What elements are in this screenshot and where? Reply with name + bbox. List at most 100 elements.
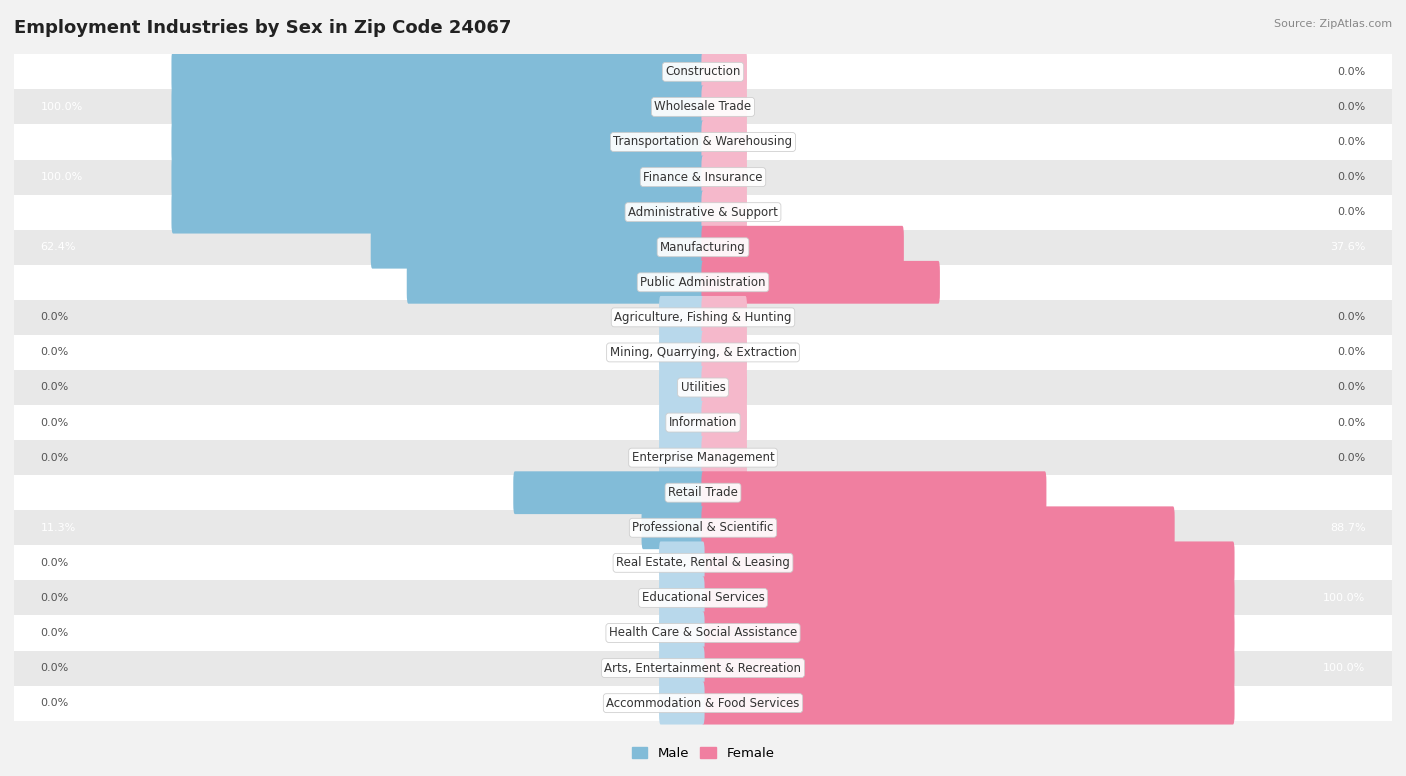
Text: Accommodation & Food Services: Accommodation & Food Services bbox=[606, 697, 800, 709]
Bar bbox=[14, 686, 1392, 721]
Bar bbox=[14, 195, 1392, 230]
Text: 0.0%: 0.0% bbox=[41, 663, 69, 673]
FancyBboxPatch shape bbox=[702, 507, 1174, 549]
Text: Information: Information bbox=[669, 416, 737, 429]
Bar bbox=[14, 124, 1392, 160]
Text: Arts, Entertainment & Recreation: Arts, Entertainment & Recreation bbox=[605, 662, 801, 674]
Bar bbox=[14, 405, 1392, 440]
Text: 100.0%: 100.0% bbox=[41, 102, 83, 112]
FancyBboxPatch shape bbox=[702, 156, 747, 199]
Text: Retail Trade: Retail Trade bbox=[668, 487, 738, 499]
FancyBboxPatch shape bbox=[659, 366, 704, 409]
FancyBboxPatch shape bbox=[702, 261, 939, 303]
FancyBboxPatch shape bbox=[702, 682, 1234, 725]
Text: 0.0%: 0.0% bbox=[1337, 67, 1365, 77]
FancyBboxPatch shape bbox=[702, 85, 747, 128]
Text: Utilities: Utilities bbox=[681, 381, 725, 394]
FancyBboxPatch shape bbox=[172, 191, 704, 234]
FancyBboxPatch shape bbox=[172, 85, 704, 128]
FancyBboxPatch shape bbox=[659, 682, 704, 725]
Text: 0.0%: 0.0% bbox=[41, 348, 69, 358]
FancyBboxPatch shape bbox=[659, 436, 704, 479]
Text: 100.0%: 100.0% bbox=[1323, 663, 1365, 673]
Text: Agriculture, Fishing & Hunting: Agriculture, Fishing & Hunting bbox=[614, 311, 792, 324]
FancyBboxPatch shape bbox=[702, 50, 747, 93]
Text: 0.0%: 0.0% bbox=[1337, 102, 1365, 112]
Text: 37.6%: 37.6% bbox=[1330, 242, 1365, 252]
FancyBboxPatch shape bbox=[659, 296, 704, 339]
FancyBboxPatch shape bbox=[659, 611, 704, 654]
FancyBboxPatch shape bbox=[702, 296, 747, 339]
Text: 55.6%: 55.6% bbox=[41, 277, 76, 287]
Text: 100.0%: 100.0% bbox=[41, 207, 83, 217]
Text: Public Administration: Public Administration bbox=[640, 275, 766, 289]
Text: 11.3%: 11.3% bbox=[41, 523, 76, 533]
Text: 0.0%: 0.0% bbox=[41, 698, 69, 708]
FancyBboxPatch shape bbox=[702, 226, 904, 268]
Text: 0.0%: 0.0% bbox=[41, 558, 69, 568]
Text: Professional & Scientific: Professional & Scientific bbox=[633, 521, 773, 535]
FancyBboxPatch shape bbox=[702, 646, 1234, 689]
Bar bbox=[14, 370, 1392, 405]
Text: 100.0%: 100.0% bbox=[41, 137, 83, 147]
FancyBboxPatch shape bbox=[513, 471, 704, 514]
Text: 0.0%: 0.0% bbox=[1337, 383, 1365, 393]
Bar bbox=[14, 440, 1392, 475]
Text: 0.0%: 0.0% bbox=[41, 593, 69, 603]
Text: 100.0%: 100.0% bbox=[41, 172, 83, 182]
Text: Construction: Construction bbox=[665, 65, 741, 78]
FancyBboxPatch shape bbox=[702, 436, 747, 479]
FancyBboxPatch shape bbox=[659, 331, 704, 374]
FancyBboxPatch shape bbox=[371, 226, 704, 268]
Text: 100.0%: 100.0% bbox=[1323, 628, 1365, 638]
Bar bbox=[14, 89, 1392, 124]
FancyBboxPatch shape bbox=[702, 120, 747, 164]
Text: 0.0%: 0.0% bbox=[1337, 137, 1365, 147]
Bar bbox=[14, 546, 1392, 580]
FancyBboxPatch shape bbox=[702, 577, 1234, 619]
FancyBboxPatch shape bbox=[702, 611, 1234, 654]
Text: 64.5%: 64.5% bbox=[1330, 487, 1365, 497]
Text: 0.0%: 0.0% bbox=[1337, 417, 1365, 428]
FancyBboxPatch shape bbox=[659, 646, 704, 689]
Text: Source: ZipAtlas.com: Source: ZipAtlas.com bbox=[1274, 19, 1392, 29]
Bar bbox=[14, 54, 1392, 89]
Text: 88.7%: 88.7% bbox=[1330, 523, 1365, 533]
Text: Administrative & Support: Administrative & Support bbox=[628, 206, 778, 219]
FancyBboxPatch shape bbox=[172, 120, 704, 164]
Text: 100.0%: 100.0% bbox=[41, 67, 83, 77]
Text: 0.0%: 0.0% bbox=[1337, 348, 1365, 358]
FancyBboxPatch shape bbox=[172, 50, 704, 93]
Bar bbox=[14, 230, 1392, 265]
FancyBboxPatch shape bbox=[702, 471, 1046, 514]
Text: 0.0%: 0.0% bbox=[41, 313, 69, 322]
Text: 100.0%: 100.0% bbox=[1323, 593, 1365, 603]
Text: 0.0%: 0.0% bbox=[1337, 172, 1365, 182]
Text: Mining, Quarrying, & Extraction: Mining, Quarrying, & Extraction bbox=[610, 346, 796, 359]
FancyBboxPatch shape bbox=[659, 401, 704, 444]
FancyBboxPatch shape bbox=[702, 366, 747, 409]
FancyBboxPatch shape bbox=[641, 507, 704, 549]
Text: Health Care & Social Assistance: Health Care & Social Assistance bbox=[609, 626, 797, 639]
Text: 0.0%: 0.0% bbox=[41, 417, 69, 428]
Bar bbox=[14, 335, 1392, 370]
Text: Employment Industries by Sex in Zip Code 24067: Employment Industries by Sex in Zip Code… bbox=[14, 19, 512, 37]
FancyBboxPatch shape bbox=[406, 261, 704, 303]
Text: Real Estate, Rental & Leasing: Real Estate, Rental & Leasing bbox=[616, 556, 790, 570]
Text: Wholesale Trade: Wholesale Trade bbox=[654, 100, 752, 113]
Text: Manufacturing: Manufacturing bbox=[661, 241, 745, 254]
Text: 100.0%: 100.0% bbox=[1323, 698, 1365, 708]
Text: 0.0%: 0.0% bbox=[41, 452, 69, 462]
Text: 44.4%: 44.4% bbox=[1330, 277, 1365, 287]
FancyBboxPatch shape bbox=[659, 577, 704, 619]
FancyBboxPatch shape bbox=[702, 542, 1234, 584]
Text: Educational Services: Educational Services bbox=[641, 591, 765, 605]
Text: 35.5%: 35.5% bbox=[41, 487, 76, 497]
Text: 100.0%: 100.0% bbox=[1323, 558, 1365, 568]
Bar bbox=[14, 580, 1392, 615]
Bar bbox=[14, 265, 1392, 300]
Text: Enterprise Management: Enterprise Management bbox=[631, 451, 775, 464]
Bar bbox=[14, 650, 1392, 686]
Text: 62.4%: 62.4% bbox=[41, 242, 76, 252]
Text: Finance & Insurance: Finance & Insurance bbox=[644, 171, 762, 184]
